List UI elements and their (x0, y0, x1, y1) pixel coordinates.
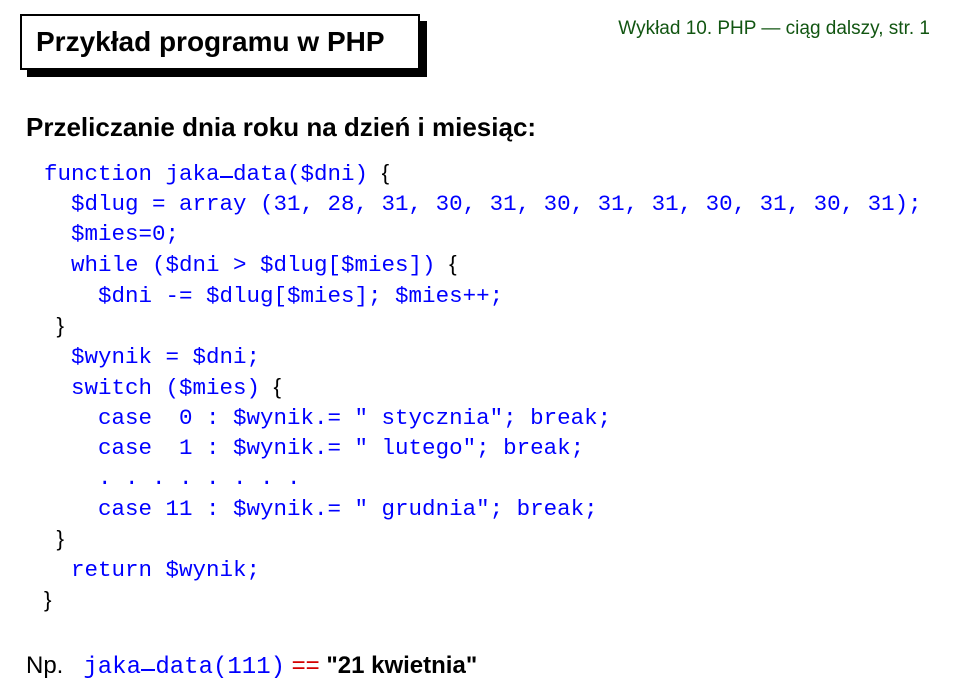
code-line-11: . . . . . . . . (44, 465, 301, 491)
code-line-1b: data($dni) (233, 161, 382, 187)
footer-eq: == (285, 652, 326, 679)
code-block: function jaka data($dni) { $dlug = array … (44, 158, 922, 616)
code-brace-close-2: } (44, 526, 64, 551)
code-brace-close-1: } (44, 313, 64, 338)
code-brace-open-3: { (274, 374, 282, 399)
code-line-1a: function jaka (44, 161, 220, 187)
code-line-2: $dlug = array (31, 28, 31, 30, 31, 30, 3… (44, 191, 922, 217)
code-brace-open-2: { (449, 251, 457, 276)
code-line-1u (220, 176, 234, 178)
code-brace-open-1: { (382, 160, 390, 185)
footer-call-u (141, 669, 155, 671)
code-line-3: $mies=0; (44, 221, 179, 247)
code-line-4a: while ($dni > $dlug[$mies]) (44, 252, 449, 278)
title-text: Przykład programu w PHP (20, 14, 420, 70)
header-note: Wykład 10. PHP — ciąg dalszy, str. 1 (618, 18, 930, 40)
footer-call-b: data(111) (155, 654, 285, 681)
code-line-12: case 11 : $wynik.= " grudnia"; break; (44, 496, 598, 522)
code-line-8a: switch ($mies) (44, 375, 274, 401)
code-line-9: case 0 : $wynik.= " stycznia"; break; (44, 405, 611, 431)
subtitle: Przeliczanie dnia roku na dzień i miesią… (26, 112, 536, 143)
code-line-10: case 1 : $wynik.= " lutego"; break; (44, 435, 584, 461)
footer-np: Np. (26, 652, 63, 679)
footer-call-a: jaka (83, 654, 141, 681)
code-line-5: $dni -= $dlug[$mies]; $mies++; (44, 283, 503, 309)
code-line-14: return $wynik; (44, 557, 260, 583)
footer-line: Np. jaka data(111) == "21 kwietnia" (26, 652, 477, 681)
footer-result: "21 kwietnia" (326, 652, 477, 679)
code-brace-close-3: } (44, 587, 52, 612)
code-line-7: $wynik = $dni; (44, 344, 260, 370)
title-box: Przykład programu w PHP (20, 14, 420, 70)
